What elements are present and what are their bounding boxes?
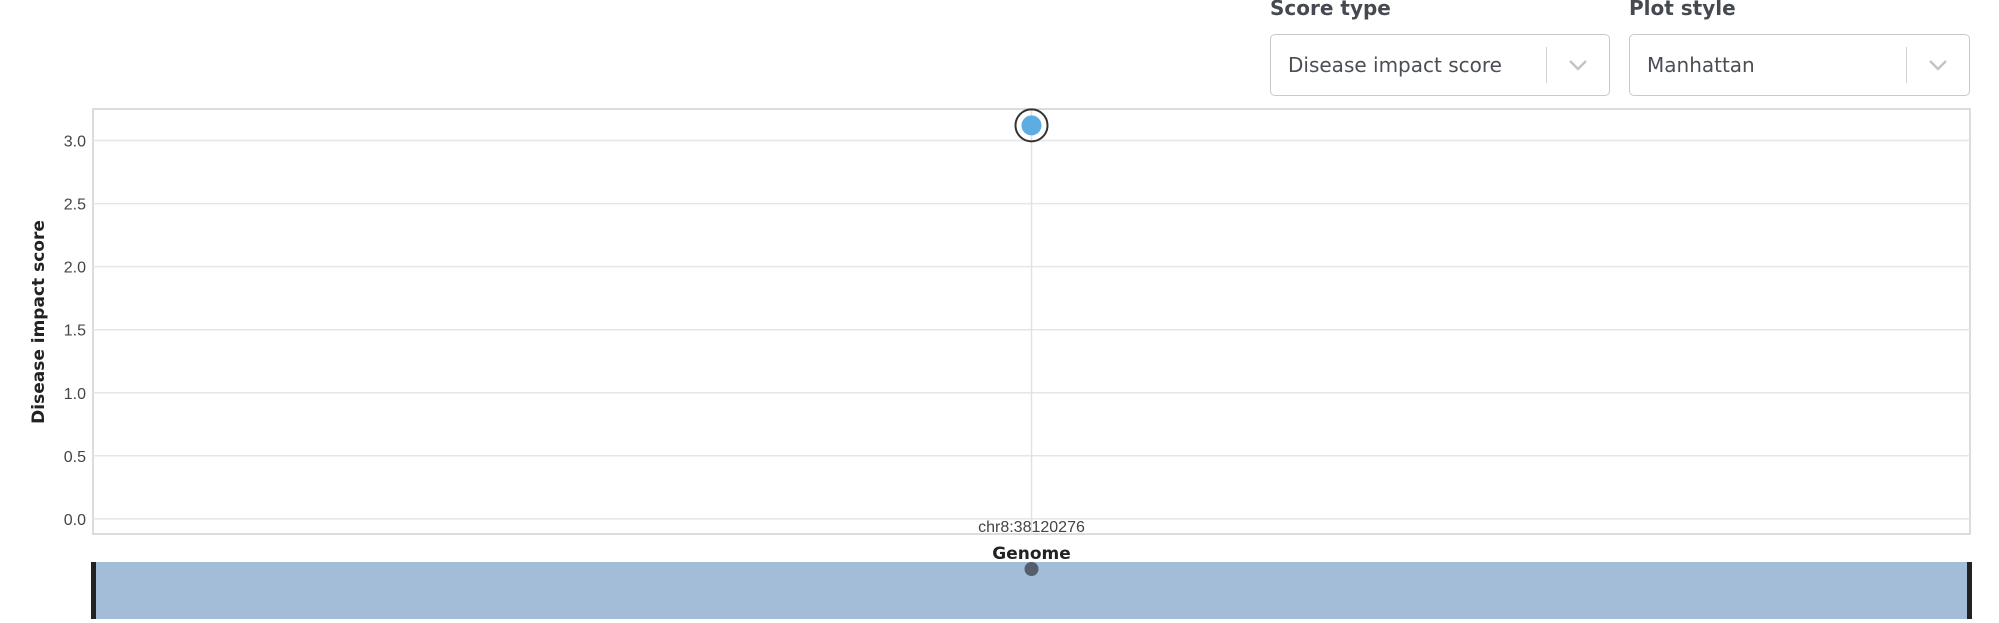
y-tick-label: 2.0: [64, 260, 86, 277]
y-tick-label: 0.0: [64, 512, 86, 529]
chevron-down-icon[interactable]: [1907, 58, 1969, 72]
plot-style-value: Manhattan: [1647, 53, 1755, 77]
y-tick-label: 1.0: [64, 386, 86, 403]
data-point[interactable]: [1021, 115, 1042, 136]
x-tick-label: chr8:38120276: [978, 519, 1085, 536]
navigator-point: [1024, 562, 1039, 576]
score-type-label: Score type: [1270, 0, 1391, 20]
y-tick-label: 1.5: [64, 323, 86, 340]
y-axis-title: Disease impact score: [29, 220, 49, 424]
score-type-value: Disease impact score: [1288, 53, 1502, 77]
y-tick-label: 3.0: [64, 134, 86, 151]
y-axis-ticks: 0.0 0.5 1.0 1.5 2.0 2.5 3.0: [64, 134, 86, 529]
x-axis-title: Genome: [992, 544, 1071, 564]
score-type-select[interactable]: Disease impact score: [1270, 34, 1610, 96]
select-separator: [1545, 47, 1547, 83]
score-type-control: Score type Disease impact score: [1270, 0, 1610, 96]
data-points: [1014, 108, 1049, 143]
plot-style-label: Plot style: [1629, 0, 1736, 20]
y-tick-label: 0.5: [64, 449, 86, 466]
y-tick-label: 2.5: [64, 197, 86, 214]
navigator-left-handle[interactable]: [91, 562, 96, 619]
x-axis-ticks: chr8:38120276: [978, 519, 1085, 536]
point-highlight-ring: [1014, 108, 1049, 143]
chevron-down-icon[interactable]: [1547, 58, 1609, 72]
select-separator: [1905, 47, 1907, 83]
plot-style-control: Plot style Manhattan: [1629, 0, 1970, 96]
plot-style-select[interactable]: Manhattan: [1629, 34, 1970, 96]
navigator-right-handle[interactable]: [1967, 562, 1972, 619]
